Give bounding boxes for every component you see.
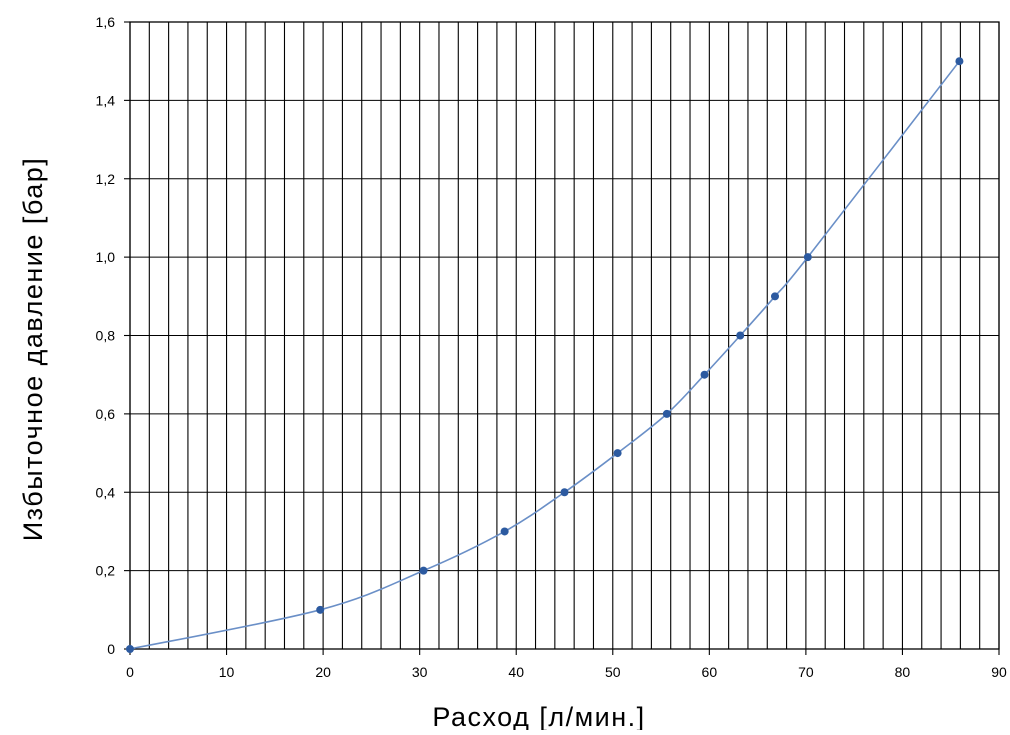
x-tick-label: 30 (412, 664, 428, 680)
y-tick-label: 0 (107, 641, 115, 657)
data-point (560, 488, 569, 497)
y-tick-label: 0,4 (96, 484, 116, 500)
y-tick-label: 1,4 (96, 92, 116, 108)
x-tick-label: 0 (126, 664, 134, 680)
x-tick-label: 80 (895, 664, 911, 680)
data-point (955, 57, 964, 66)
x-tick-label: 40 (508, 664, 524, 680)
x-tick-label: 50 (605, 664, 621, 680)
y-tick-label: 0,2 (96, 563, 116, 579)
data-point (770, 292, 779, 301)
x-tick-label: 90 (991, 664, 1007, 680)
series-line (129, 60, 961, 650)
data-point (126, 645, 134, 653)
data-point (419, 566, 428, 575)
grid (129, 21, 1000, 650)
x-tick-label: 10 (219, 664, 235, 680)
y-tick-label: 0,8 (96, 328, 116, 344)
y-tick-label: 0,6 (96, 406, 116, 422)
x-axis-title: Расход [л/мин.] (432, 702, 645, 730)
data-point (662, 409, 671, 418)
data-point (613, 449, 622, 458)
y-tick-label: 1,0 (96, 249, 116, 265)
series (126, 57, 964, 653)
data-point (736, 331, 745, 340)
y-axis-title: Избыточное давление [бар] (18, 157, 48, 542)
y-tick-label: 1,6 (96, 14, 116, 30)
data-point (700, 370, 709, 379)
y-tick-label: 1,2 (96, 171, 116, 187)
data-point (803, 253, 812, 262)
y-axis-ticks: 0 0,2 0,4 0,6 0,8 1,0 1,2 1,4 1,6 (96, 14, 130, 657)
x-tick-label: 20 (315, 664, 331, 680)
data-point (500, 527, 509, 536)
x-axis-ticks: 0 10 20 30 40 50 60 70 80 90 (126, 649, 1007, 680)
data-point (316, 605, 325, 614)
x-tick-label: 70 (798, 664, 814, 680)
x-tick-label: 60 (702, 664, 718, 680)
